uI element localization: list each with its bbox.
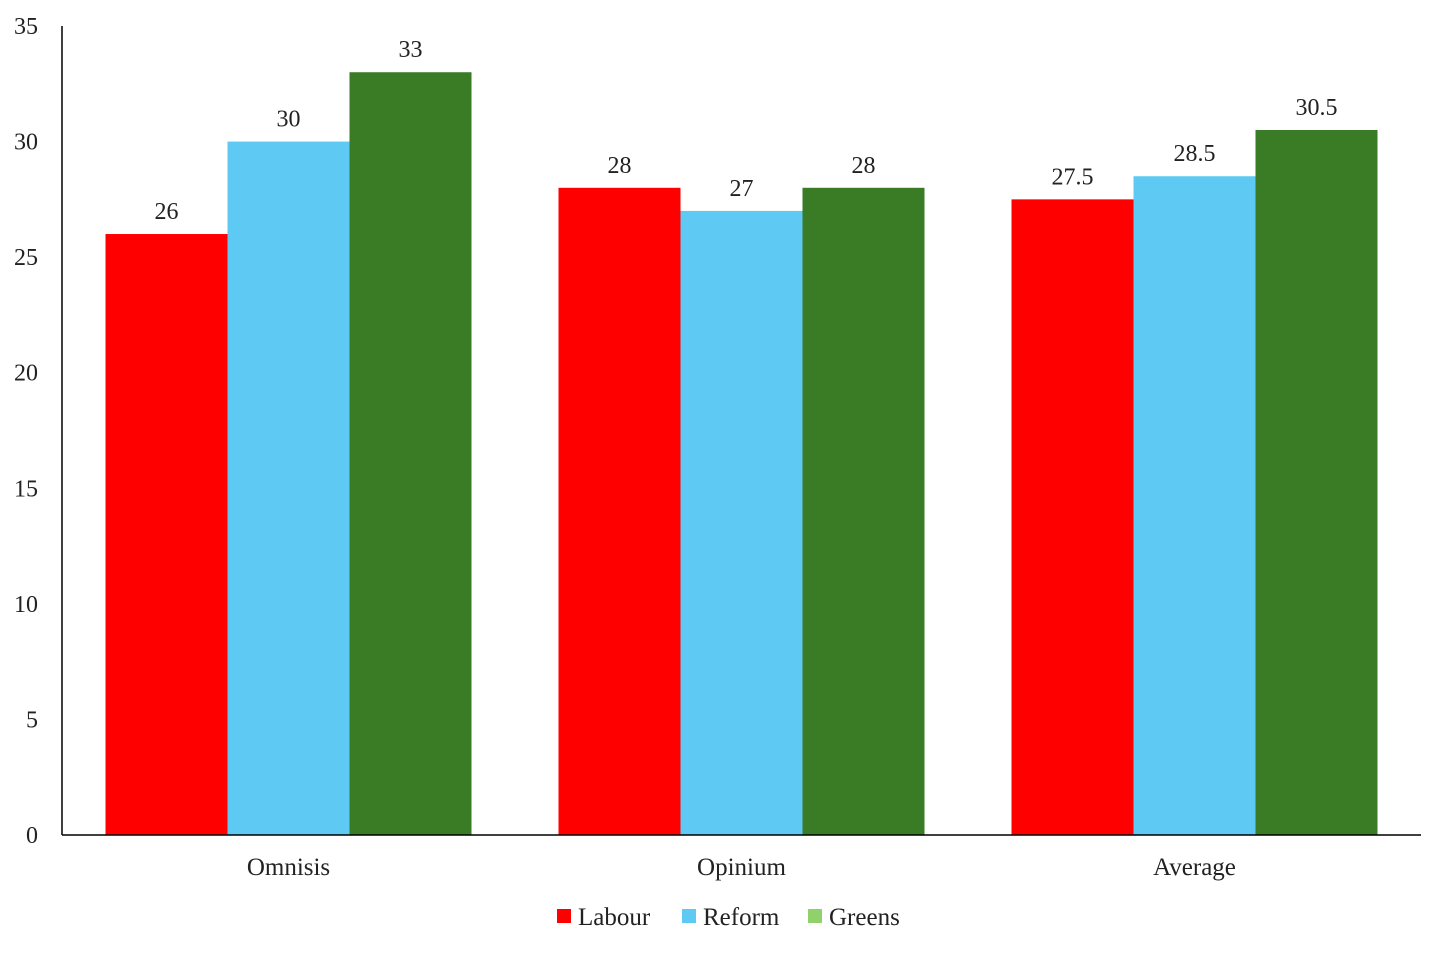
y-tick-label: 35 — [14, 14, 38, 40]
legend-label: Reform — [703, 904, 780, 931]
y-tick-label: 5 — [26, 707, 38, 733]
data-label: 28 — [852, 153, 876, 179]
bars — [105, 72, 1378, 836]
x-category-label: Average — [1153, 854, 1236, 881]
bar-greens-omnisis — [349, 72, 472, 835]
legend-swatch-reform — [682, 909, 696, 923]
y-tick-label: 30 — [14, 130, 38, 156]
legend-label: Labour — [578, 904, 651, 931]
legend-label: Greens — [829, 904, 900, 931]
bar-labour-opinium — [558, 187, 681, 836]
legend-swatch-greens — [808, 909, 822, 923]
bar-reform-omnisis — [227, 141, 350, 836]
y-tick-label: 0 — [26, 823, 38, 849]
data-label: 30.5 — [1296, 95, 1338, 121]
x-category-label: Omnisis — [247, 854, 330, 881]
bar-greens-average — [1255, 130, 1378, 835]
data-label: 26 — [155, 199, 179, 225]
data-label: 27.5 — [1052, 164, 1094, 190]
y-tick-label: 25 — [14, 245, 38, 271]
x-category-label: Opinium — [697, 854, 786, 881]
bar-reform-opinium — [680, 210, 803, 835]
legend: Labour Reform Greens — [557, 904, 900, 931]
bar-greens-opinium — [802, 187, 925, 836]
y-tick-label: 15 — [14, 476, 38, 502]
data-label: 28 — [608, 153, 632, 179]
y-tick-label: 10 — [14, 592, 38, 618]
y-tick-label: 20 — [14, 361, 38, 387]
data-label: 27 — [730, 176, 754, 202]
data-label: 30 — [277, 107, 301, 133]
data-labels: 26 30 33 28 27 28 27.5 28.5 30.5 — [155, 37, 1338, 225]
bar-reform-average — [1133, 176, 1256, 835]
bar-labour-omnisis — [105, 234, 228, 835]
data-label: 33 — [399, 37, 423, 63]
x-axis: Omnisis Opinium Average — [62, 834, 1421, 881]
y-axis: 0 5 10 15 20 25 30 35 — [14, 14, 63, 849]
legend-swatch-labour — [557, 909, 571, 923]
bar-labour-average — [1011, 199, 1134, 835]
data-label: 28.5 — [1174, 141, 1216, 167]
